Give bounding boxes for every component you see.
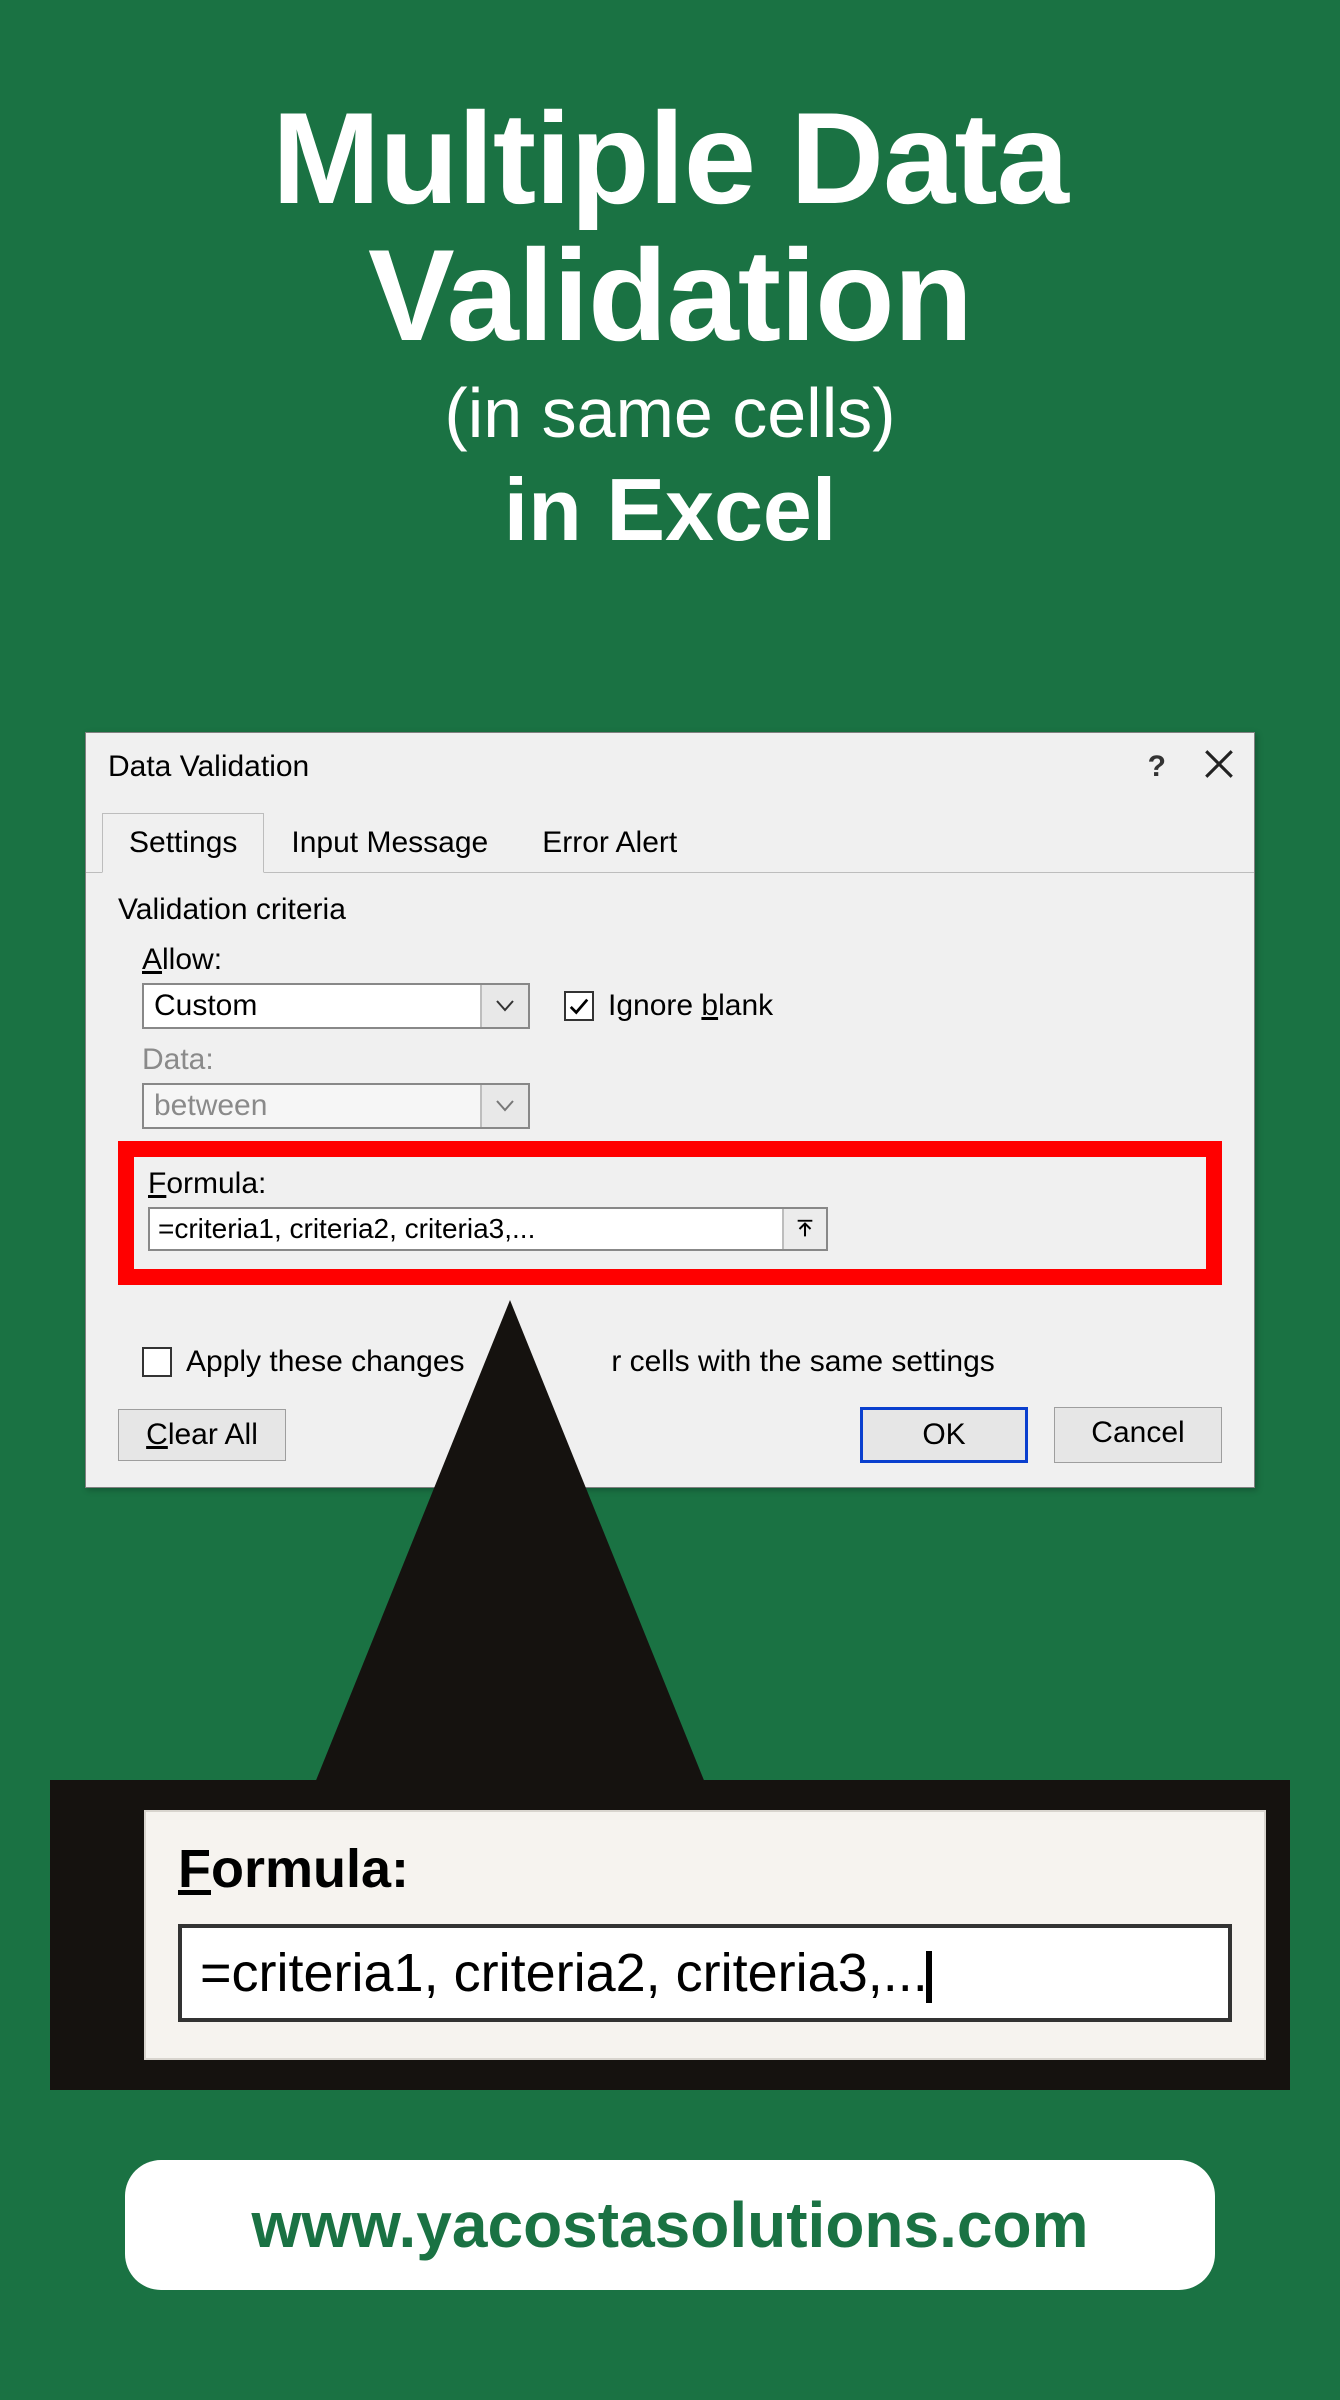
dialog-tabs: Settings Input Message Error Alert <box>86 812 1254 873</box>
callout-pointer-icon <box>300 1300 720 1820</box>
allow-dropdown[interactable]: Custom <box>142 983 530 1029</box>
ignore-blank-checkbox[interactable]: Ignore blank <box>564 989 773 1023</box>
callout-formula-value: =criteria1, criteria2, criteria3,... <box>200 1943 928 2003</box>
formula-value: =criteria1, criteria2, criteria3,... <box>150 1209 782 1249</box>
range-picker-icon[interactable] <box>782 1209 826 1249</box>
headline-line1: Multiple Data Validation <box>0 90 1340 363</box>
ok-button[interactable]: OK <box>860 1407 1028 1463</box>
data-label: Data: <box>142 1043 1222 1077</box>
text-cursor-icon <box>926 1951 932 2003</box>
formula-callout-inner: Formula: =criteria1, criteria2, criteria… <box>144 1810 1266 2060</box>
headline: Multiple Data Validation (in same cells)… <box>0 0 1340 558</box>
cancel-button[interactable]: Cancel <box>1054 1407 1222 1463</box>
dialog-title: Data Validation <box>108 750 309 784</box>
data-dropdown: between <box>142 1083 530 1129</box>
ignore-blank-label: Ignore blank <box>608 989 773 1023</box>
help-icon[interactable]: ? <box>1148 750 1166 784</box>
close-icon[interactable] <box>1202 747 1236 786</box>
formula-highlight: Formula: =criteria1, criteria2, criteria… <box>118 1141 1222 1285</box>
clear-all-button[interactable]: Clear All <box>118 1409 286 1461</box>
formula-callout: Formula: =criteria1, criteria2, criteria… <box>50 1780 1290 2090</box>
checkmark-icon <box>564 991 594 1021</box>
formula-input[interactable]: =criteria1, criteria2, criteria3,... <box>148 1207 828 1251</box>
validation-criteria-label: Validation criteria <box>118 893 1222 927</box>
headline-line3: in Excel <box>0 462 1340 559</box>
tab-settings[interactable]: Settings <box>102 813 264 873</box>
callout-formula-input[interactable]: =criteria1, criteria2, criteria3,... <box>178 1924 1232 2022</box>
titlebar-controls: ? <box>1148 747 1236 786</box>
dialog-titlebar: Data Validation ? <box>86 733 1254 796</box>
chevron-down-icon[interactable] <box>480 985 528 1027</box>
allow-value: Custom <box>144 985 480 1027</box>
website-url[interactable]: www.yacostasolutions.com <box>125 2160 1215 2290</box>
formula-label: Formula: <box>148 1167 1192 1201</box>
data-value: between <box>144 1085 480 1127</box>
allow-label: Allow: <box>142 943 1222 977</box>
tab-error-alert[interactable]: Error Alert <box>515 813 704 873</box>
chevron-down-icon <box>480 1085 528 1127</box>
checkbox-empty-icon <box>142 1347 172 1377</box>
headline-line2: (in same cells) <box>0 373 1340 454</box>
callout-formula-label: Formula: <box>178 1838 1232 1900</box>
tab-input-message[interactable]: Input Message <box>264 813 515 873</box>
